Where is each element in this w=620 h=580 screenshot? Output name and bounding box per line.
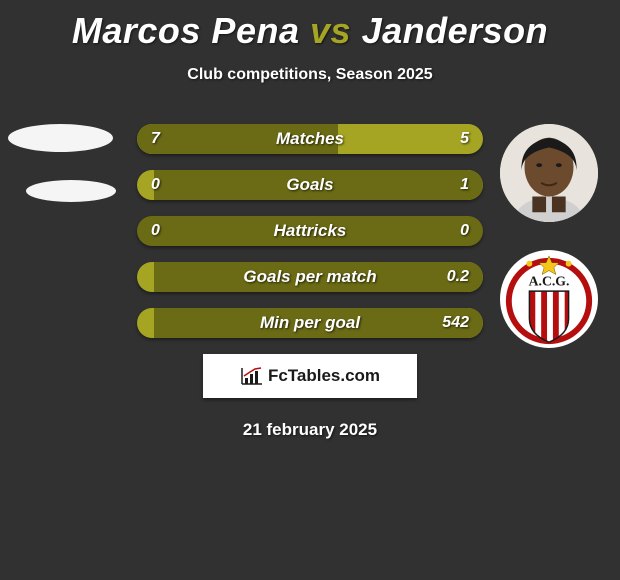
badge-text: A.C.G.	[529, 273, 570, 288]
stat-row: Goals0 1	[137, 170, 483, 200]
stat-value-left: 0	[151, 216, 160, 246]
stat-label: Goals per match	[137, 262, 483, 292]
stat-value-right: 542	[442, 308, 469, 338]
stat-value-left: 7	[151, 124, 160, 154]
subtitle: Club competitions, Season 2025	[0, 66, 620, 84]
left-player-column	[8, 124, 128, 230]
stat-label: Matches	[137, 124, 483, 154]
stat-value-right: 5	[460, 124, 469, 154]
stat-label: Min per goal	[137, 308, 483, 338]
content-area: A.C.G. Matches75Goals01Hattricks00Goals …	[0, 124, 620, 440]
comparison-title: Marcos Pena vs Janderson	[0, 0, 620, 52]
stat-row: Matches7 5	[137, 124, 483, 154]
stats-bars: Matches75Goals01Hattricks00Goals per mat…	[137, 124, 483, 338]
club-crest-icon: A.C.G.	[500, 250, 598, 348]
title-player2: Janderson	[362, 10, 549, 51]
stat-label: Goals	[137, 170, 483, 200]
stat-label: Hattricks	[137, 216, 483, 246]
stat-value-left: 0	[151, 170, 160, 200]
player2-club-badge: A.C.G.	[500, 250, 598, 348]
player1-club-placeholder	[26, 180, 116, 202]
stat-value-right: 1	[460, 170, 469, 200]
title-vs: vs	[310, 10, 351, 51]
stat-value-right: 0	[460, 216, 469, 246]
stat-row: Hattricks0 0	[137, 216, 483, 246]
stat-row: Min per goal542	[137, 308, 483, 338]
stat-row: Goals per match0.2	[137, 262, 483, 292]
date-text: 21 february 2025	[0, 420, 620, 440]
attribution-box: FcTables.com	[203, 354, 417, 398]
title-player1: Marcos Pena	[72, 10, 300, 51]
stat-value-right: 0.2	[447, 262, 469, 292]
attribution-text: FcTables.com	[268, 366, 380, 386]
player1-photo-placeholder	[8, 124, 113, 152]
bar-chart-icon	[240, 366, 264, 386]
player2-photo	[500, 124, 598, 222]
player-face-icon	[500, 124, 598, 222]
right-player-column: A.C.G.	[490, 124, 610, 348]
